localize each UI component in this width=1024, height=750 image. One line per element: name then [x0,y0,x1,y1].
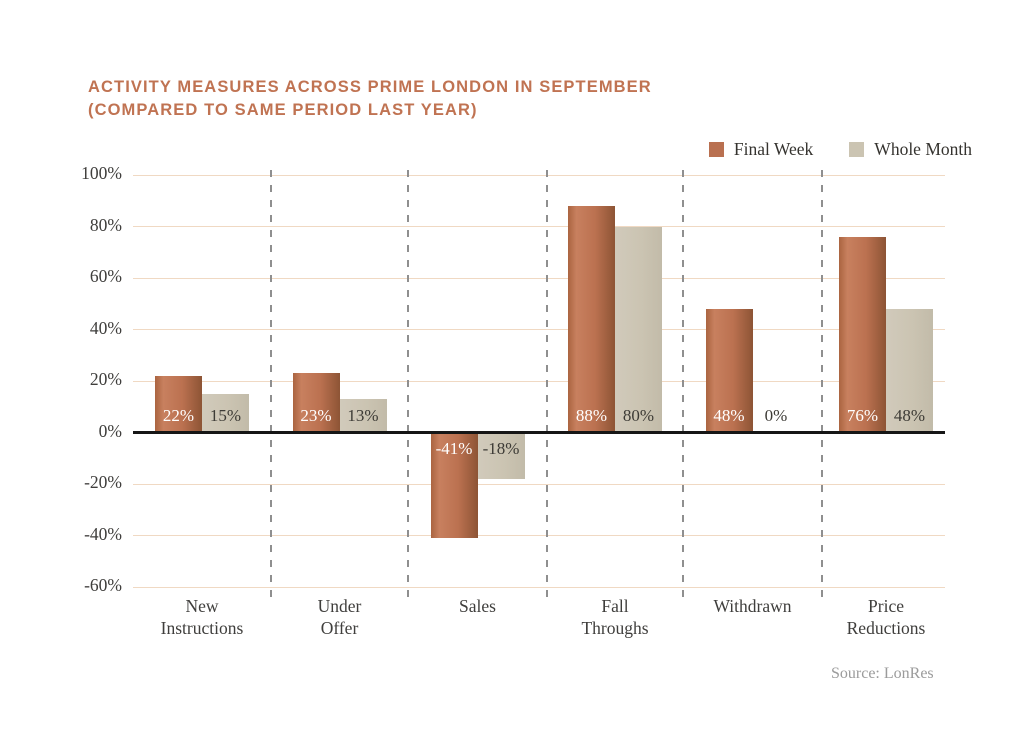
category-label-line: Withdrawn [713,596,792,616]
y-gridline [133,380,945,382]
y-axis-tick-label: -40% [84,523,122,544]
y-gridline [133,483,945,485]
chart-title: ACTIVITY MEASURES ACROSS PRIME LONDON IN… [88,76,652,122]
bar-final-week [839,236,886,433]
bar-value-label: 48% [893,405,926,425]
y-axis-tick-label: 40% [89,317,122,338]
y-axis-tick-label: -20% [84,472,122,492]
bar-final-week [568,205,615,433]
category-label-line: Fall [601,596,629,616]
bar-whole-month [202,393,249,433]
legend: Final Week Whole Month [708,139,972,160]
category-label-line: New [185,596,219,616]
category-separator-line [407,170,409,600]
source-caption: Source: LonRes [831,665,934,682]
bar-whole-month [339,399,387,433]
y-gridline [133,277,945,279]
legend-swatch-final-week-icon [708,142,724,157]
bar-value-label: 88% [575,405,608,425]
category-separator-line [821,170,823,600]
y-gridline [133,329,945,330]
bar-value-label: 22% [162,405,195,425]
bar-final-week [430,432,478,539]
bar-value-label: -18% [482,438,520,458]
y-gridline [133,586,945,588]
bar-value-label: -41% [435,438,473,458]
y-gridline [133,174,945,176]
chart-title-line2: (COMPARED TO SAME PERIOD LAST YEAR) [88,101,478,119]
bar-value-label: 0% [764,405,788,425]
zero-baseline [133,431,945,434]
legend-label-whole-month: Whole Month [874,139,972,159]
category-separator-line [682,170,684,600]
category-label: Withdrawn [678,595,828,617]
category-label-line: Under [317,596,362,616]
bar-final-week [705,308,753,433]
chart-title-line1: ACTIVITY MEASURES ACROSS PRIME LONDON IN… [88,78,652,96]
bar-final-week [292,373,340,433]
category-label: Fall Throughs [540,595,690,639]
y-axis-tick-label: 80% [89,214,122,235]
category-label: Price Reductions [811,595,961,639]
bar-value-label: 76% [846,405,879,425]
bar-final-week [155,375,202,433]
category-label-line: Instructions [160,618,244,638]
bar-value-label: 48% [713,405,745,425]
y-gridline [133,535,945,536]
bar-value-label: 15% [209,405,242,425]
legend-swatch-whole-month-icon [849,142,865,157]
category-label: New Instructions [127,595,277,639]
y-axis-tick-label: -60% [84,575,122,595]
category-label-line: Offer [320,618,359,638]
bar-value-label: 13% [347,405,379,425]
legend-label-final-week: Final Week [733,139,814,159]
category-label: Sales [403,595,553,617]
category-separator-line [546,170,548,600]
y-axis-tick-label: 20% [89,369,122,389]
y-axis-tick-label: 0% [98,420,122,441]
category-separator-line [270,170,272,600]
category-label-line: Price [868,596,904,616]
bar-value-label: 80% [622,405,655,425]
y-axis-tick-label: 60% [89,266,122,286]
bar-whole-month [615,226,662,433]
bar-whole-month [886,308,933,433]
legend-item-final-week: Final Week [708,139,814,160]
category-label: Under Offer [265,595,415,639]
category-label-line: Reductions [846,618,926,638]
legend-item-whole-month: Whole Month [849,139,972,160]
bar-value-label: 23% [300,405,332,425]
y-gridline [133,226,945,227]
bar-whole-month [477,432,525,479]
y-axis-tick-label: 100% [81,163,122,183]
category-label-line: Throughs [581,618,649,638]
category-label-line: Sales [459,596,496,616]
